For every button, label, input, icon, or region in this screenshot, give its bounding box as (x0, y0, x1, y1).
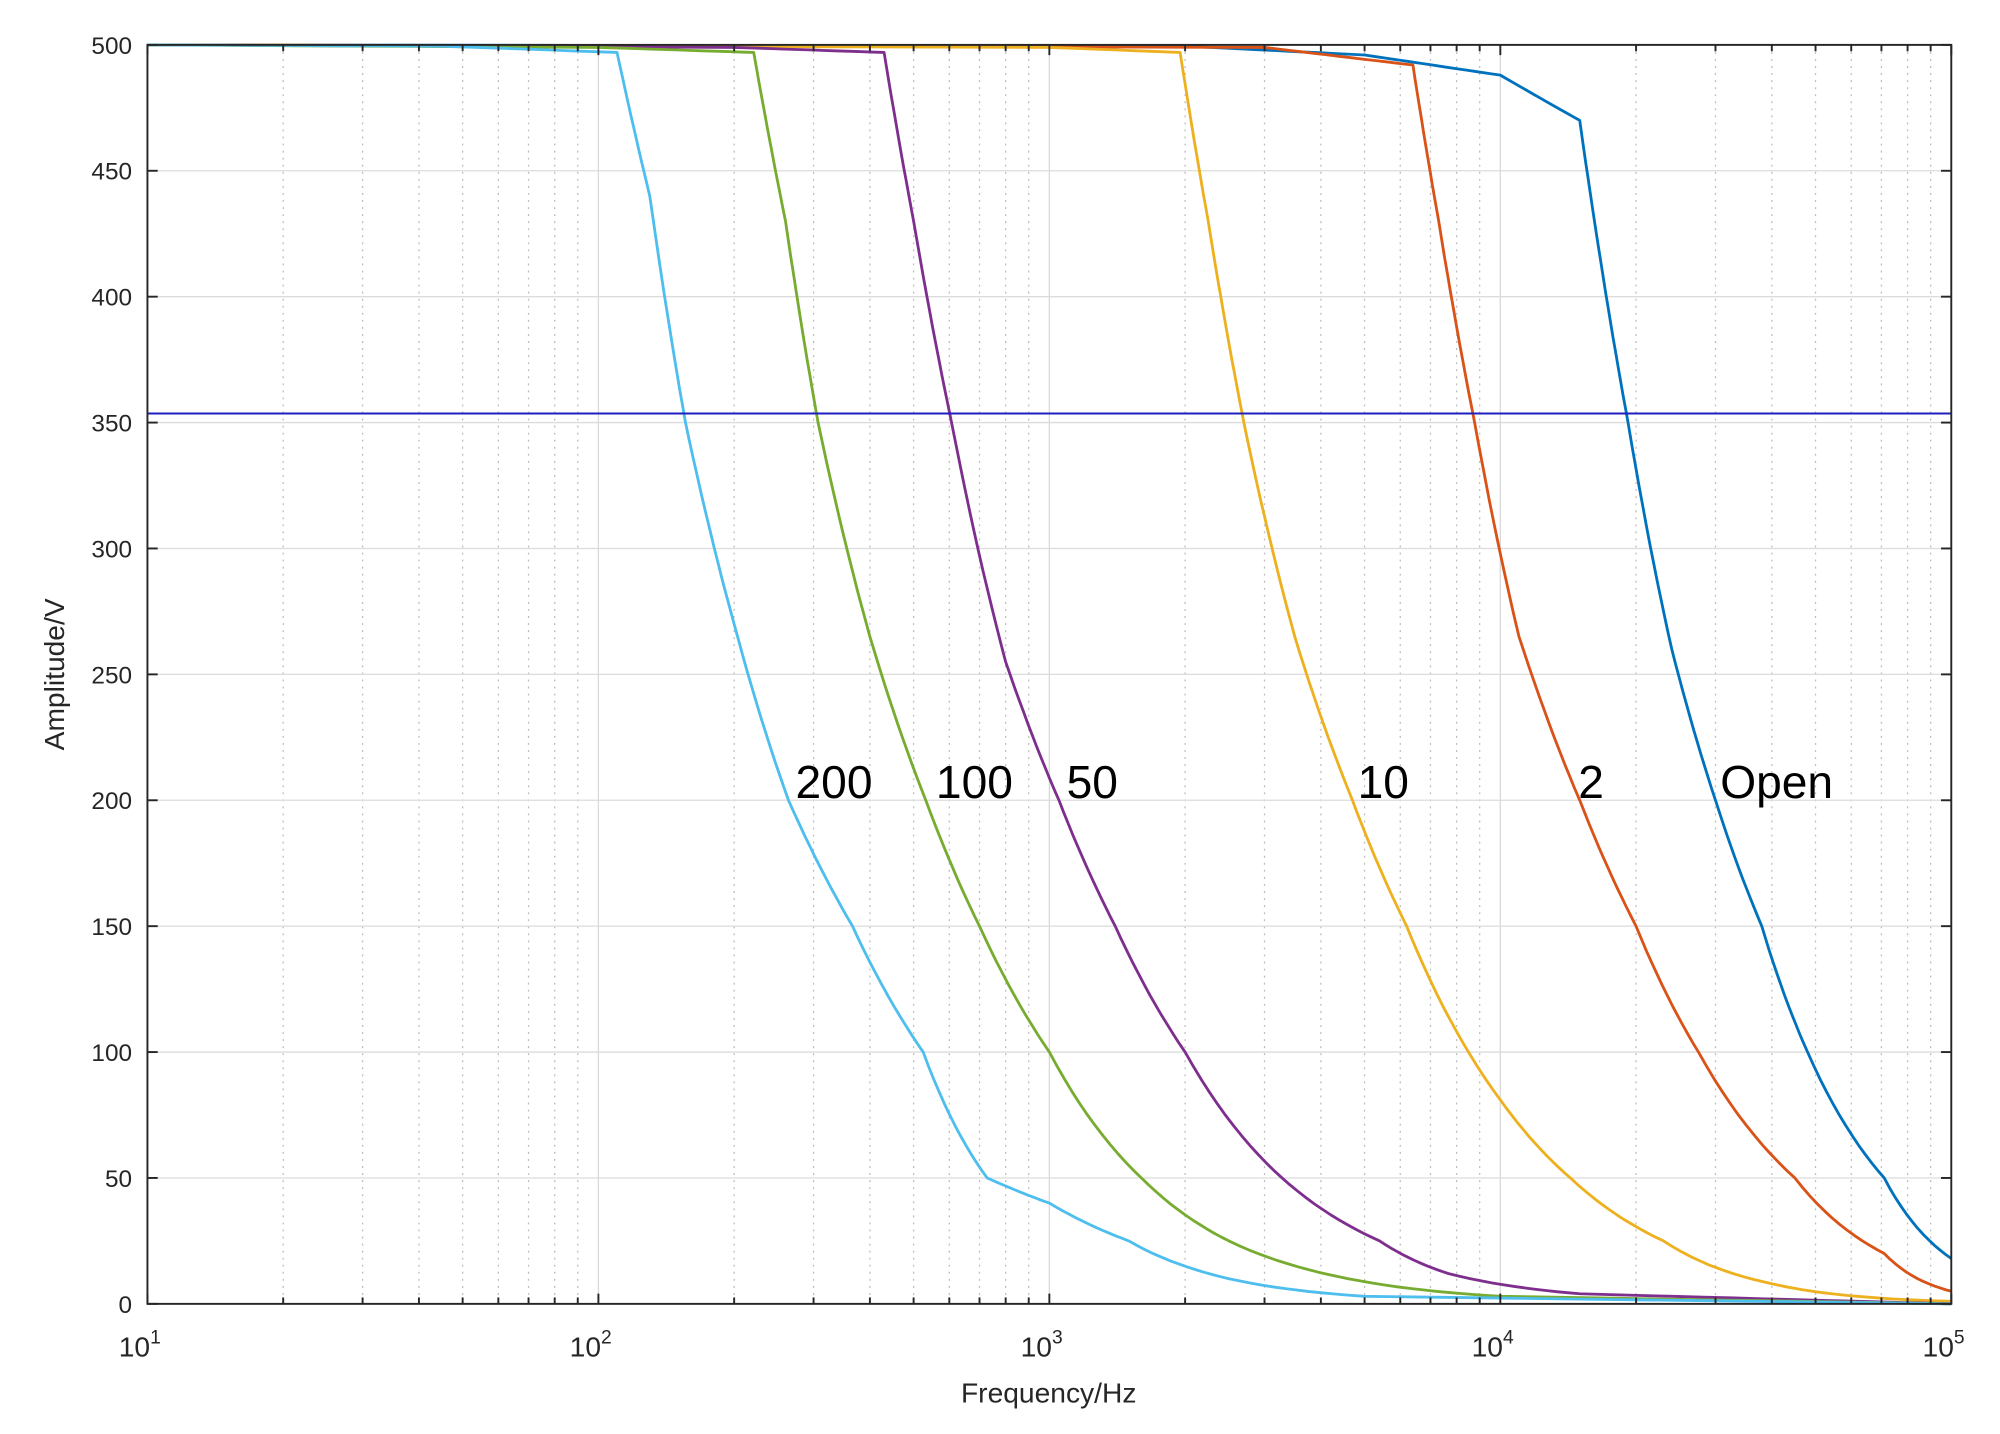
series-label-open: Open (1720, 756, 1833, 808)
series-line-open (147, 43, 1953, 1260)
series-label-50: 50 (1067, 756, 1118, 808)
y-tick-label: 300 (91, 536, 132, 563)
y-tick-label: 200 (91, 788, 132, 815)
series-labels: Open 2 10 50 100 200 (796, 756, 1834, 808)
series-lines (147, 43, 1953, 1306)
series-line-100 (147, 43, 1952, 1306)
y-tick-label: 500 (91, 33, 132, 60)
x-tick-label: 105 (1923, 1328, 1965, 1363)
y-axis-label: Amplitude/V (38, 598, 70, 750)
x-tick-exponent: 4 (1503, 1328, 1514, 1349)
series-line-50 (147, 43, 1952, 1306)
x-tick-exponent: 1 (150, 1328, 161, 1349)
x-tick-exponent: 3 (1052, 1328, 1063, 1349)
y-tick-label: 50 (105, 1166, 132, 1193)
y-tick-label: 450 (91, 159, 132, 186)
x-axis-label: Frequency/Hz (961, 1377, 1136, 1409)
series-line-200 (147, 43, 1952, 1306)
y-tick-label: 250 (91, 662, 132, 689)
grid (147, 44, 1952, 1304)
series-label-10: 10 (1358, 756, 1409, 808)
y-tick-label: 100 (91, 1040, 132, 1067)
series-label-100: 100 (936, 756, 1013, 808)
y-tick-label: 400 (91, 285, 132, 312)
y-tick-label: 150 (91, 914, 132, 941)
x-tick-exponent: 2 (601, 1328, 612, 1349)
series-label-200: 200 (796, 756, 873, 808)
series-label-2: 2 (1578, 756, 1604, 808)
x-tick-exponent: 5 (1954, 1328, 1965, 1349)
series-line-10 (147, 43, 1952, 1303)
x-tick-label: 104 (1472, 1328, 1514, 1363)
y-tick-label: 350 (91, 411, 132, 438)
series-line-2 (147, 43, 1952, 1293)
y-tick-label: 0 (119, 1292, 133, 1319)
